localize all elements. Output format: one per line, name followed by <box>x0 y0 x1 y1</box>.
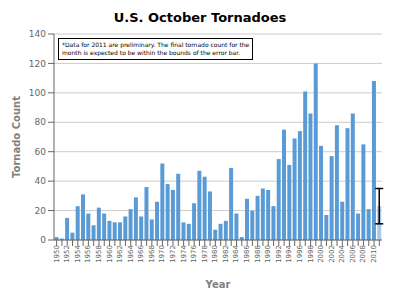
svg-text:Tornado Count: Tornado Count <box>11 96 22 178</box>
svg-text:1994: 1994 <box>285 244 293 262</box>
svg-text:1978: 1978 <box>201 245 209 263</box>
html-text:*Data for 2011 are preliminary: *Data for 2011 are preliminary. The fina… <box>62 41 250 48</box>
svg-text:1986: 1986 <box>243 244 251 262</box>
svg-text:1968: 1968 <box>148 245 156 263</box>
svg-text:Year: Year <box>205 279 231 290</box>
svg-text:20: 20 <box>35 206 47 216</box>
svg-text:1996: 1996 <box>296 244 304 262</box>
svg-text:1998: 1998 <box>307 245 315 263</box>
svg-text:1966: 1966 <box>137 244 145 262</box>
svg-text:1956: 1956 <box>84 244 92 262</box>
svg-text:1954: 1954 <box>74 244 82 262</box>
svg-text:2002: 2002 <box>328 245 336 263</box>
svg-text:0: 0 <box>40 235 46 245</box>
svg-text:1958: 1958 <box>95 245 103 263</box>
svg-text:1950: 1950 <box>53 245 61 263</box>
svg-text:2010: 2010 <box>370 245 378 263</box>
svg-text:1988: 1988 <box>254 245 262 263</box>
svg-text:1990: 1990 <box>264 245 272 263</box>
svg-text:80: 80 <box>35 117 47 127</box>
svg-text:1992: 1992 <box>275 245 283 263</box>
svg-text:2006: 2006 <box>349 244 357 262</box>
svg-text:1976: 1976 <box>190 244 198 262</box>
svg-text:100: 100 <box>29 88 46 98</box>
svg-text:1982: 1982 <box>222 245 230 263</box>
svg-text:2008: 2008 <box>359 245 367 263</box>
svg-text:2000: 2000 <box>317 245 325 263</box>
html-text:month is expected to be within: month is expected to be within the bound… <box>62 49 241 56</box>
svg-text:120: 120 <box>29 59 46 69</box>
svg-text:2004: 2004 <box>338 244 346 262</box>
html-text:U.S. October Tornadoes: U.S. October Tornadoes <box>113 10 287 25</box>
svg-text:1952: 1952 <box>63 245 71 263</box>
svg-text:1980: 1980 <box>211 245 219 263</box>
svg-text:1962: 1962 <box>116 245 124 263</box>
svg-text:40: 40 <box>35 176 47 186</box>
svg-text:1974: 1974 <box>180 244 188 262</box>
svg-text:140: 140 <box>29 29 46 39</box>
svg-text:1960: 1960 <box>106 245 114 263</box>
svg-text:1964: 1964 <box>127 244 135 262</box>
svg-text:1970: 1970 <box>158 245 166 263</box>
svg-text:1972: 1972 <box>169 245 177 263</box>
svg-text:1984: 1984 <box>232 244 240 262</box>
svg-text:60: 60 <box>35 147 47 157</box>
